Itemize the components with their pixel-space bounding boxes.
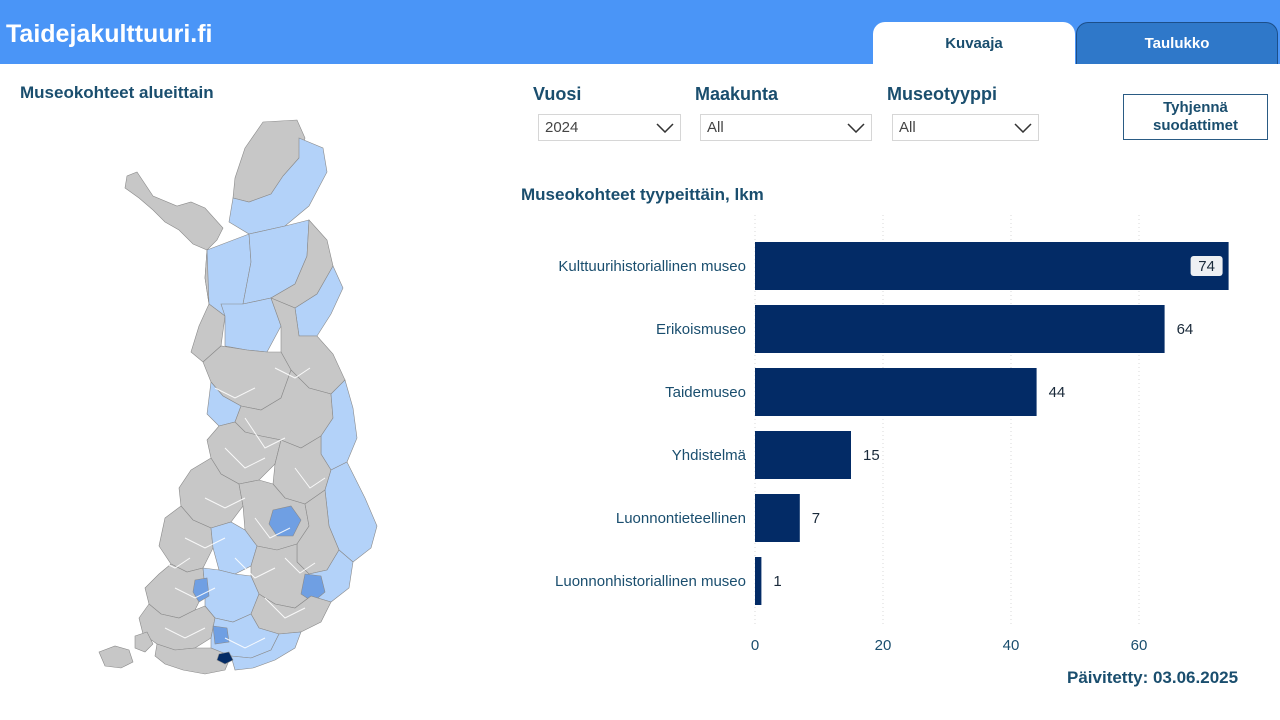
year-select[interactable]: 2024	[538, 114, 681, 141]
municipality-border	[294, 467, 326, 489]
municipality-border	[254, 517, 291, 539]
municipality-border	[184, 537, 226, 549]
municipality-border	[244, 417, 286, 449]
year-select-value: 2024	[545, 119, 579, 136]
chart-x-ticks: 0 20 40 60	[751, 637, 1148, 654]
x-tick-label: 60	[1131, 637, 1148, 654]
map-region[interactable]	[300, 573, 326, 603]
municipality-border	[284, 557, 316, 574]
data-label: 15	[863, 447, 880, 464]
bar-chart: Kulttuurihistoriallinen museo 74 Erikoismu…	[555, 215, 1229, 654]
map-region[interactable]	[192, 577, 210, 603]
chart-bars: Kulttuurihistoriallinen museo 74 Erikoismu…	[555, 242, 1229, 605]
clear-filters-line1: Tyhjennä	[1163, 99, 1228, 116]
map-region[interactable]	[134, 631, 154, 653]
data-label: 44	[1049, 384, 1066, 401]
category-label: Luonnontieteellinen	[616, 510, 746, 527]
municipality-border	[224, 447, 266, 469]
bar[interactable]	[755, 557, 762, 605]
municipality-border	[154, 557, 191, 569]
updated-date: Päivitetty: 03.06.2025	[1067, 668, 1239, 687]
tab-kuvaaja[interactable]: Kuvaaja	[873, 22, 1075, 64]
chevron-down-icon	[1014, 123, 1032, 133]
x-tick-label: 20	[875, 637, 892, 654]
chevron-down-icon	[847, 123, 865, 133]
data-label-badge	[1190, 256, 1223, 276]
municipality-border	[234, 557, 276, 579]
clear-filters-button[interactable]: Tyhjennä suodattimet	[1123, 94, 1268, 140]
data-label: 1	[773, 573, 781, 590]
type-select[interactable]: All	[892, 114, 1039, 141]
region-select-value: All	[707, 119, 724, 136]
category-label: Yhdistelmä	[672, 447, 747, 464]
municipality-border	[204, 497, 246, 509]
municipality-border	[224, 637, 266, 649]
bar[interactable]	[755, 242, 1229, 290]
map-region[interactable]	[216, 651, 234, 665]
category-label: Taidemuseo	[665, 384, 746, 401]
map-region[interactable]	[230, 631, 302, 671]
type-select-value: All	[899, 119, 916, 136]
municipality-borders	[154, 367, 326, 649]
municipality-border	[264, 597, 306, 619]
map-region[interactable]	[154, 643, 232, 675]
map-region[interactable]	[220, 297, 282, 353]
chevron-down-icon	[656, 123, 674, 133]
municipality-border	[164, 627, 206, 639]
x-tick-label: 0	[751, 637, 759, 654]
map-regions	[98, 119, 378, 675]
bar[interactable]	[755, 431, 851, 479]
type-filter-label: Museotyyppi	[887, 84, 998, 104]
bar[interactable]	[755, 305, 1165, 353]
municipality-border	[174, 587, 216, 599]
map-region[interactable]	[212, 625, 230, 645]
map-region[interactable]	[228, 137, 328, 235]
bar[interactable]	[755, 368, 1037, 416]
finland-map[interactable]	[95, 118, 385, 683]
tab-taulukko[interactable]: Taulukko	[1076, 22, 1278, 64]
region-filter-label: Maakunta	[695, 84, 779, 104]
clear-filters-line2: suodattimet	[1152, 117, 1238, 134]
municipality-border	[214, 387, 256, 399]
map-region[interactable]	[98, 645, 134, 669]
map-region[interactable]	[268, 505, 302, 537]
category-label: Luonnonhistoriallinen museo	[555, 573, 746, 590]
municipality-border	[274, 367, 311, 379]
map-region[interactable]	[190, 249, 226, 363]
map-title: Museokohteet alueittain	[20, 83, 214, 102]
year-filter-label: Vuosi	[533, 84, 582, 104]
data-label: 7	[812, 510, 820, 527]
map-region[interactable]	[206, 421, 282, 485]
data-label: 74	[1198, 258, 1215, 275]
category-label: Kulttuurihistoriallinen museo	[558, 258, 746, 275]
region-select[interactable]: All	[700, 114, 872, 141]
bar[interactable]	[755, 494, 800, 542]
category-label: Erikoismuseo	[656, 321, 746, 338]
data-label: 64	[1177, 321, 1194, 338]
chart-title: Museokohteet tyypeittäin, lkm	[521, 185, 764, 204]
x-tick-label: 40	[1003, 637, 1020, 654]
map-region[interactable]	[124, 171, 224, 251]
site-title[interactable]: Taidejakulttuuri.fi	[6, 20, 213, 48]
